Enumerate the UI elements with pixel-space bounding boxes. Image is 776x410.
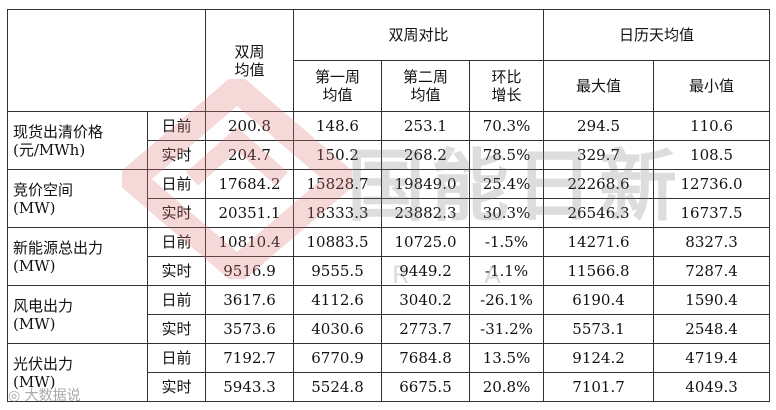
market-type-cell: 日前: [147, 227, 206, 257]
value-cell: -31.2%: [468, 314, 545, 344]
metric-name-cell: 现货出清价格 (元/MWh): [7, 111, 148, 170]
value-cell: 26546.3: [543, 198, 655, 228]
table-row: 光伏出力 (MW) 日前 7192.7 6770.9 7684.8 13.5% 9124.2 4…: [7, 343, 771, 402]
market-type-cell: 日前: [147, 285, 206, 315]
value-cell: 3573.6: [205, 314, 294, 344]
metric-name-cell: 新能源总出力 (MW): [7, 227, 148, 286]
value-cell: 5524.8: [293, 372, 382, 402]
value-cell: 268.2: [381, 140, 470, 170]
table-row: 实时 204.7 150.2 268.2 78.5% 329.7 108.5: [8, 140, 771, 170]
value-cell: 4049.3: [653, 372, 771, 402]
header-corner-cell: [7, 9, 206, 112]
value-cell: 9555.5: [293, 256, 382, 286]
value-cell: 20.8%: [468, 372, 545, 402]
value-cell: 150.2: [293, 140, 382, 170]
value-cell: 294.5: [543, 111, 655, 141]
market-type-cell: 实时: [147, 198, 206, 228]
table-row: 实时 5943.3 5524.8 6675.5 20.8% 7101.7 4049.3: [8, 372, 771, 402]
value-cell: 10725.0: [381, 227, 470, 257]
value-cell: 4719.4: [653, 343, 771, 373]
value-cell: 8327.3: [653, 227, 771, 257]
table-row: 实时 9516.9 9555.5 9449.2 -1.1% 11566.8 7287.4: [8, 256, 771, 286]
table-row: 实时 3573.6 4030.6 2773.7 -31.2% 5573.1 2548.4: [8, 314, 771, 344]
value-cell: 7101.7: [543, 372, 655, 402]
value-cell: 6770.9: [293, 343, 382, 373]
value-cell: 20351.1: [205, 198, 294, 228]
value-cell: -1.1%: [468, 256, 545, 286]
market-type-cell: 实时: [147, 256, 206, 286]
value-cell: 11566.8: [543, 256, 655, 286]
value-cell: 2548.4: [653, 314, 771, 344]
value-cell: 19849.0: [381, 169, 470, 199]
value-cell: 204.7: [205, 140, 294, 170]
value-cell: 10883.5: [293, 227, 382, 257]
header-biweekly-compare: 双周对比: [292, 9, 545, 61]
value-cell: 22268.6: [543, 169, 655, 199]
value-cell: 253.1: [381, 111, 470, 141]
header-max: 最大值: [543, 60, 655, 112]
market-type-cell: 日前: [147, 111, 206, 141]
market-type-cell: 实时: [147, 372, 206, 402]
metric-name-cell: 竞价空间 (MW): [7, 169, 148, 228]
value-cell: 6675.5: [381, 372, 470, 402]
value-cell: 2773.7: [381, 314, 470, 344]
header-ratio-growth: 环比 增长: [468, 60, 545, 112]
table-row: 新能源总出力 (MW) 日前 10810.4 10883.5 10725.0 -1.5% 14…: [7, 227, 771, 286]
value-cell: 78.5%: [468, 140, 545, 170]
value-cell: 23882.3: [381, 198, 470, 228]
header-calendar-daily-avg: 日历天均值: [543, 9, 771, 61]
value-cell: 1590.4: [653, 285, 771, 315]
value-cell: 7287.4: [653, 256, 771, 286]
value-cell: 17684.2: [205, 169, 294, 199]
value-cell: 15828.7: [293, 169, 382, 199]
value-cell: 110.6: [653, 111, 771, 141]
value-cell: 30.3%: [468, 198, 545, 228]
market-type-cell: 实时: [147, 314, 206, 344]
table-row: 实时 20351.1 18333.3 23882.3 30.3% 26546.3 16737…: [8, 198, 771, 228]
metric-name-cell: 光伏出力 (MW): [7, 343, 148, 402]
value-cell: 108.5: [653, 140, 771, 170]
value-cell: 148.6: [293, 111, 382, 141]
table-row: 竞价空间 (MW) 日前 17684.2 15828.7 19849.0 25.4% 2226…: [7, 169, 771, 228]
value-cell: 14271.6: [543, 227, 655, 257]
value-cell: 4112.6: [293, 285, 382, 315]
value-cell: -1.5%: [468, 227, 545, 257]
header-min: 最小值: [653, 60, 771, 112]
market-data-table: 双周 均值 双周对比 日历天均值 第一周 均值 第二周 均值 环比 增长 最大值 最小值…: [7, 9, 771, 402]
value-cell: 70.3%: [468, 111, 545, 141]
value-cell: 5573.1: [543, 314, 655, 344]
value-cell: 4030.6: [293, 314, 382, 344]
table-row: 现货出清价格 (元/MWh) 日前 200.8 148.6 253.1 70.3% 294.5…: [7, 111, 771, 170]
value-cell: 10810.4: [205, 227, 294, 257]
value-cell: 3040.2: [381, 285, 470, 315]
value-cell: 9516.9: [205, 256, 294, 286]
value-cell: 7684.8: [381, 343, 470, 373]
value-cell: 16737.5: [653, 198, 771, 228]
market-type-cell: 日前: [147, 343, 206, 373]
value-cell: 13.5%: [468, 343, 545, 373]
header-week2-avg: 第二周 均值: [381, 60, 470, 112]
header-biweekly-avg: 双周 均值: [205, 9, 294, 112]
header-week1-avg: 第一周 均值: [293, 60, 382, 112]
value-cell: 329.7: [543, 140, 655, 170]
value-cell: 25.4%: [468, 169, 545, 199]
table-container: 双周 均值 双周对比 日历天均值 第一周 均值 第二周 均值 环比 增长 最大值 最小值…: [7, 9, 771, 402]
value-cell: 18333.3: [293, 198, 382, 228]
market-type-cell: 日前: [147, 169, 206, 199]
value-cell: 7192.7: [205, 343, 294, 373]
value-cell: 3617.6: [205, 285, 294, 315]
value-cell: -26.1%: [468, 285, 545, 315]
value-cell: 9124.2: [543, 343, 655, 373]
value-cell: 200.8: [205, 111, 294, 141]
metric-name-cell: 风电出力 (MW): [7, 285, 148, 344]
market-type-cell: 实时: [147, 140, 206, 170]
table-row: 风电出力 (MW) 日前 3617.6 4112.6 3040.2 -26.1% 6190.4…: [7, 285, 771, 344]
value-cell: 12736.0: [653, 169, 771, 199]
value-cell: 9449.2: [381, 256, 470, 286]
value-cell: 6190.4: [543, 285, 655, 315]
value-cell: 5943.3: [205, 372, 294, 402]
